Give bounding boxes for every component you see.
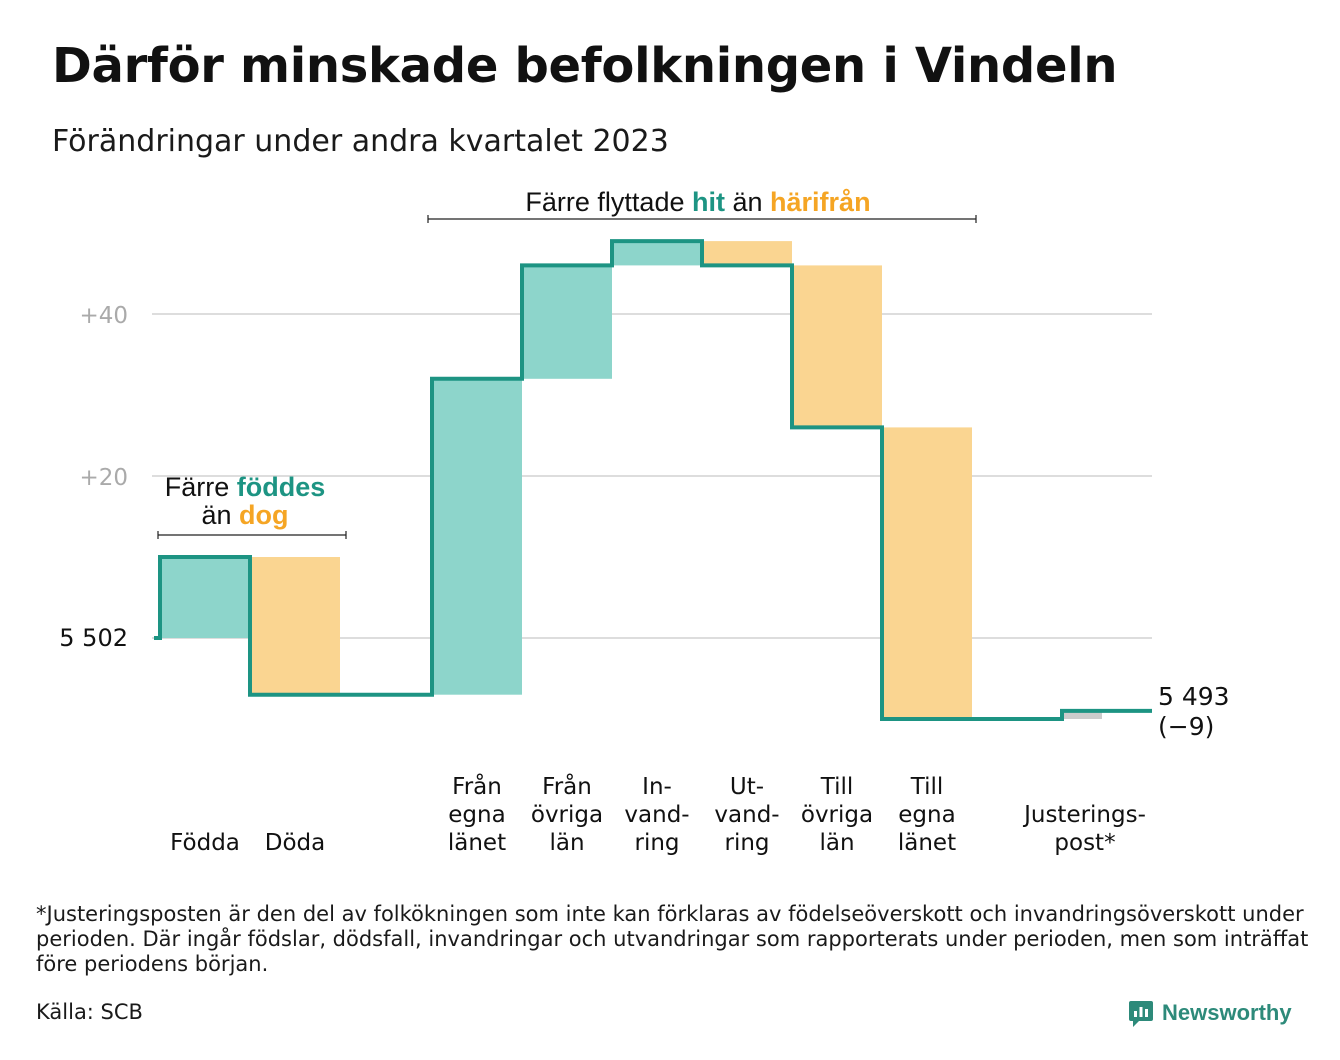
category-label-invandring: ring: [634, 830, 679, 856]
category-label-till_ovriga: län: [819, 830, 854, 856]
bar-justering: [1062, 710, 1102, 719]
annotation-birth-line1: Färre föddes: [165, 472, 326, 502]
brand-logo: Newsworthy: [1128, 995, 1292, 1031]
y-axis-ticks: +20 +40 5 502: [59, 303, 128, 652]
bar-till_ovriga: [792, 265, 882, 428]
footnote: *Justeringsposten är den del av folkökni…: [36, 902, 1309, 976]
end-value-label: 5 493: [1158, 682, 1230, 711]
category-label-fran_ovriga: Från: [542, 772, 592, 800]
category-label-fodda: Födda: [170, 830, 240, 856]
annotation-text: än: [201, 500, 239, 530]
chart-subtitle: Förändringar under andra kvartalet 2023: [52, 124, 669, 159]
running-total-path: [154, 239, 1152, 721]
category-label-justering: Justerings-: [1022, 802, 1146, 828]
annotation-text: än: [725, 187, 770, 217]
category-label-utvandring: Ut-: [730, 774, 764, 800]
category-label-till_ovriga: Till: [820, 774, 854, 800]
bar-doda: [250, 557, 340, 695]
category-label-justering: post*: [1054, 830, 1115, 856]
category-label-till_ovriga: övriga: [801, 802, 873, 828]
annotation-migration: Färre flyttade hit än härifrån: [525, 187, 870, 217]
annotation-text: Färre flyttade: [525, 187, 692, 217]
category-label-fran_egna: egna: [448, 802, 505, 828]
annotation-highlight-hit: hit: [692, 187, 725, 217]
annotation-birth-line2: än dog: [201, 500, 288, 530]
end-change-label: (−9): [1158, 712, 1214, 741]
bar-till_egna: [882, 427, 972, 719]
category-label-fran_ovriga: län: [549, 830, 584, 856]
source-label: Källa: SCB: [36, 1000, 143, 1024]
waterfall-chart: +20+405 502 5 493(−9)Födda DödaFrånegnalä…: [59, 187, 1229, 856]
category-label-invandring: vand-: [624, 802, 689, 828]
newsworthy-logo-icon: [1129, 1001, 1153, 1027]
y-tick-label: +20: [79, 465, 128, 491]
category-label-till_egna: Till: [910, 774, 944, 800]
bar-fran_egna: [432, 378, 522, 695]
y-tick-label: +40: [79, 303, 128, 329]
bar-fodda: [160, 557, 250, 638]
annotation-highlight-dog: dog: [239, 500, 288, 530]
annotation-highlight-harifran: härifrån: [770, 187, 871, 217]
category-label-fran_egna: länet: [448, 830, 506, 856]
running-total-line: [154, 239, 1152, 721]
category-label-till_egna: egna: [898, 802, 955, 828]
bar-invandring: [612, 241, 702, 266]
category-label-till_egna: länet: [898, 830, 956, 856]
category-label-fran_egna: Från: [452, 772, 502, 800]
start-value-label: 5 502: [59, 624, 128, 652]
chart-title: Därför minskade befolkningen i Vindeln: [52, 38, 1118, 94]
category-label-utvandring: vand-: [714, 802, 779, 828]
category-labels: 5 493(−9)Födda DödaFrånegnalänetFrånövrig…: [170, 682, 1229, 856]
bar-utvandring: [702, 241, 792, 266]
annotation-text: Färre: [165, 472, 237, 502]
brand-name: Newsworthy: [1162, 1000, 1292, 1025]
category-label-utvandring: ring: [724, 830, 769, 856]
category-label-invandring: In-: [642, 774, 672, 800]
bar-fran_ovriga: [522, 265, 612, 379]
bars: [160, 241, 1102, 719]
category-label-fran_ovriga: övriga: [531, 802, 603, 828]
category-label-doda: Döda: [265, 830, 325, 856]
annotation-highlight-fodde: föddes: [237, 472, 326, 502]
